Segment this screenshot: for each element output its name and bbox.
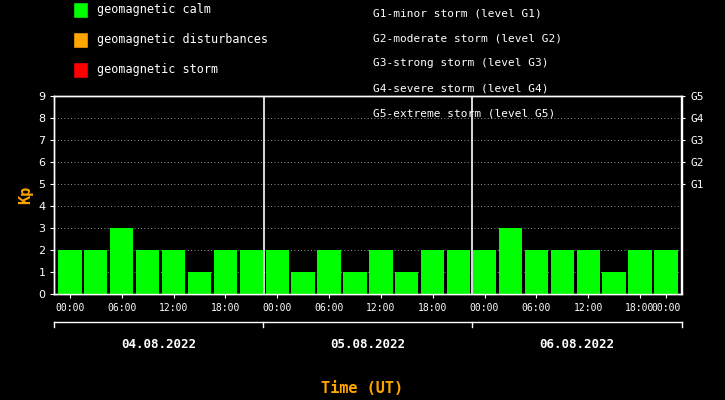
Text: G1-minor storm (level G1): G1-minor storm (level G1) <box>373 8 542 18</box>
Bar <box>344 272 367 294</box>
Text: geomagnetic disturbances: geomagnetic disturbances <box>97 34 268 46</box>
Bar <box>525 250 548 294</box>
Bar <box>369 250 392 294</box>
Text: G4-severe storm (level G4): G4-severe storm (level G4) <box>373 84 549 94</box>
Bar <box>499 228 522 294</box>
Bar <box>550 250 574 294</box>
Text: 05.08.2022: 05.08.2022 <box>331 338 405 351</box>
Text: G3-strong storm (level G3): G3-strong storm (level G3) <box>373 58 549 68</box>
Bar <box>473 250 496 294</box>
Bar <box>58 250 82 294</box>
Text: geomagnetic calm: geomagnetic calm <box>97 4 211 16</box>
Text: 06.08.2022: 06.08.2022 <box>539 338 615 351</box>
Text: Time (UT): Time (UT) <box>321 381 404 396</box>
Text: geomagnetic storm: geomagnetic storm <box>97 64 218 76</box>
Text: G2-moderate storm (level G2): G2-moderate storm (level G2) <box>373 33 563 43</box>
Y-axis label: Kp: Kp <box>17 186 33 204</box>
Bar <box>136 250 160 294</box>
Bar <box>421 250 444 294</box>
Bar <box>629 250 652 294</box>
Bar <box>240 250 263 294</box>
Bar <box>84 250 107 294</box>
Bar <box>602 272 626 294</box>
Bar <box>265 250 289 294</box>
Bar <box>576 250 600 294</box>
Bar <box>110 228 133 294</box>
Text: 04.08.2022: 04.08.2022 <box>121 338 196 351</box>
Bar <box>291 272 315 294</box>
Bar <box>162 250 186 294</box>
Bar <box>188 272 211 294</box>
Bar <box>214 250 237 294</box>
Bar <box>654 250 678 294</box>
Text: G5-extreme storm (level G5): G5-extreme storm (level G5) <box>373 109 555 119</box>
Bar <box>318 250 341 294</box>
Bar <box>395 272 418 294</box>
Bar <box>447 250 471 294</box>
